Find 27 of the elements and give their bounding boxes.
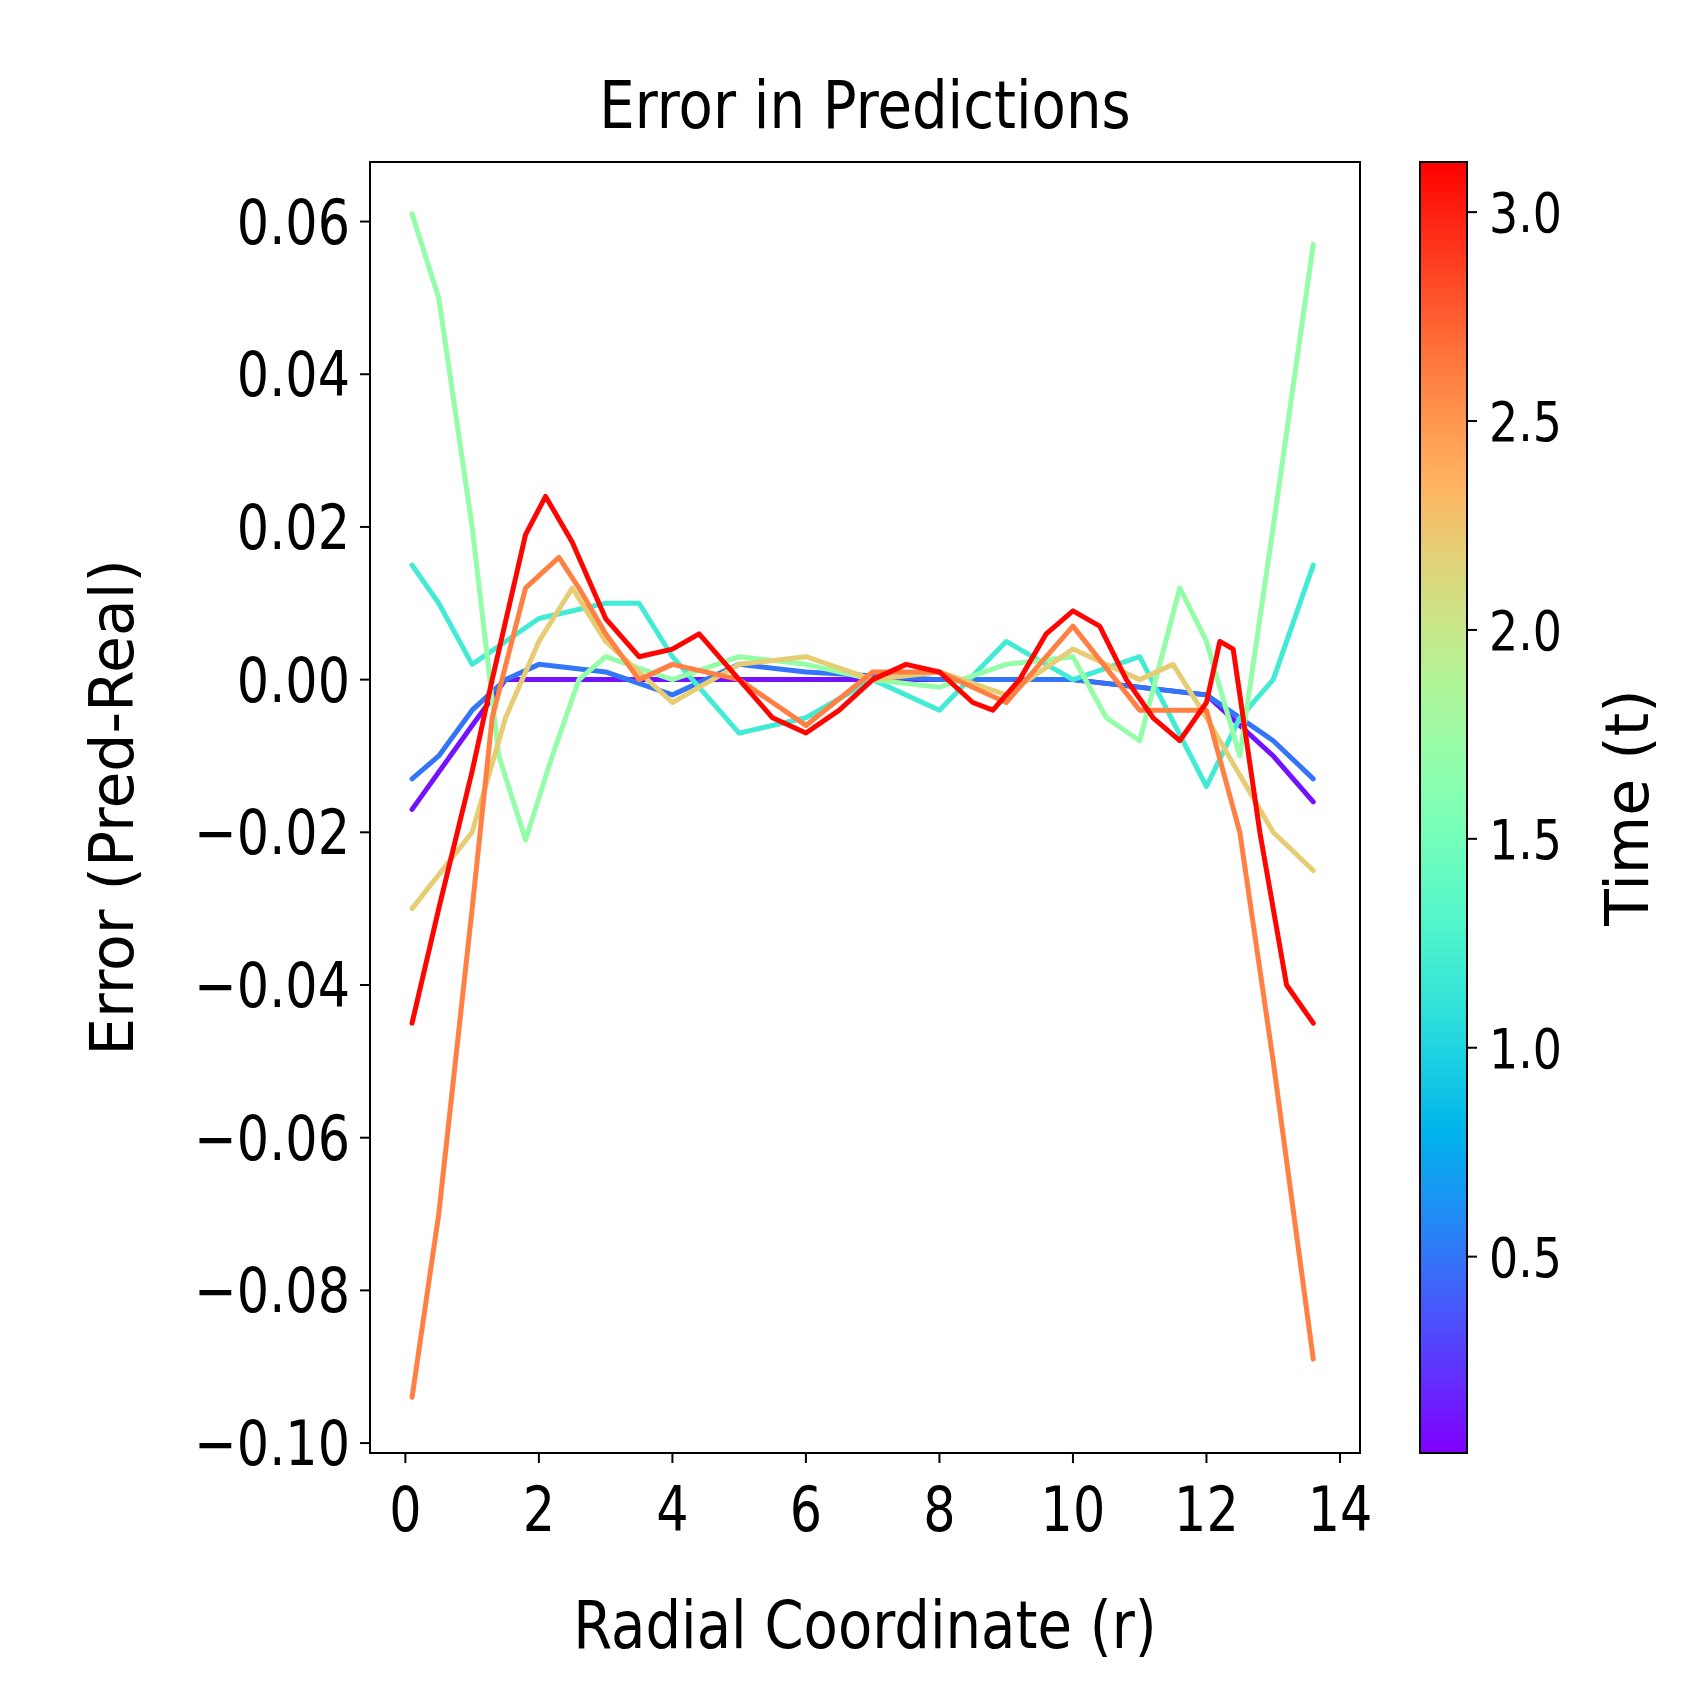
x-axis-title: Radial Coordinate (r) bbox=[573, 1586, 1157, 1664]
y-tick-label: 0.02 bbox=[236, 490, 350, 564]
x-tick-label: 2 bbox=[522, 1473, 556, 1546]
y-tick-label: −0.10 bbox=[194, 1407, 350, 1480]
y-tick-label: −0.02 bbox=[194, 796, 350, 869]
x-tick-label: 10 bbox=[1040, 1473, 1106, 1546]
color-bar-title: Time (t) bbox=[1592, 689, 1662, 927]
color-bar-label: 1.0 bbox=[1489, 1015, 1562, 1081]
y-tick-label: −0.04 bbox=[194, 949, 350, 1022]
y-tick-label: −0.06 bbox=[194, 1101, 350, 1174]
color-bar-label: 2.5 bbox=[1489, 388, 1562, 455]
color-bar-label: 2.0 bbox=[1489, 597, 1562, 664]
chart-title: Error in Predictions bbox=[599, 66, 1131, 144]
color-bar-label: 0.5 bbox=[1489, 1224, 1562, 1290]
y-axis-title: Error (Pred-Real) bbox=[77, 559, 147, 1056]
color-bar-label: 1.5 bbox=[1489, 806, 1562, 872]
x-tick-label: 0 bbox=[389, 1473, 422, 1546]
y-tick-label: 0.06 bbox=[236, 185, 350, 258]
x-tick-label: 14 bbox=[1307, 1473, 1373, 1546]
x-tick-label: 12 bbox=[1174, 1473, 1239, 1546]
y-tick-label: −0.08 bbox=[194, 1254, 350, 1327]
y-tick-label: 0.04 bbox=[236, 338, 350, 411]
x-tick-label: 6 bbox=[789, 1473, 823, 1546]
y-tick-label: 0.00 bbox=[236, 643, 350, 716]
color-bar-label: 3.0 bbox=[1489, 179, 1562, 246]
x-tick-label: 8 bbox=[923, 1473, 956, 1546]
x-tick-label: 4 bbox=[656, 1473, 689, 1546]
